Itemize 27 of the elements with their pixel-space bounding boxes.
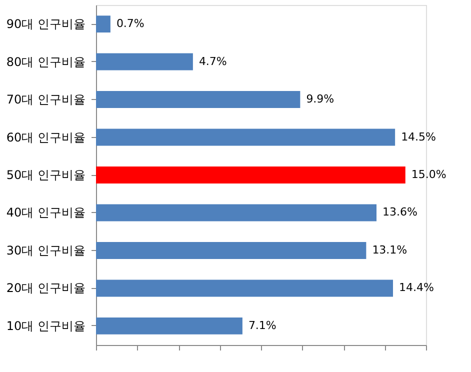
data-label: 0.7% <box>116 17 144 30</box>
data-label: 4.7% <box>198 54 227 68</box>
y-tick-label: 10대 인구비율 <box>6 318 86 333</box>
data-label: 13.6% <box>382 206 418 219</box>
data-label: 13.1% <box>372 243 408 256</box>
y-tick-label: 70대 인구비율 <box>6 92 86 107</box>
y-tick-label: 50대 인구비율 <box>6 168 86 182</box>
y-tick-label: 30대 인구비율 <box>6 243 86 258</box>
y-tick-label: 60대 인구비율 <box>6 130 86 144</box>
data-label: 9.9% <box>306 92 334 106</box>
bar <box>96 16 110 33</box>
bar <box>96 204 376 222</box>
data-label: 15.0% <box>411 168 446 181</box>
bar <box>96 53 193 70</box>
y-tick-label: 90대 인구비율 <box>6 17 86 32</box>
bar <box>96 280 393 297</box>
y-tick-label: 20대 인구비율 <box>6 281 86 296</box>
y-tick-label: 80대 인구비율 <box>6 54 86 69</box>
y-tick-label: 40대 인구비율 <box>6 206 86 220</box>
bar <box>96 317 242 334</box>
bar <box>96 91 300 108</box>
bar <box>96 128 396 146</box>
bar <box>96 242 366 259</box>
data-label: 7.1% <box>248 318 276 332</box>
data-label: 14.5% <box>401 130 436 144</box>
bar <box>96 166 406 184</box>
data-label: 14.4% <box>399 281 434 294</box>
